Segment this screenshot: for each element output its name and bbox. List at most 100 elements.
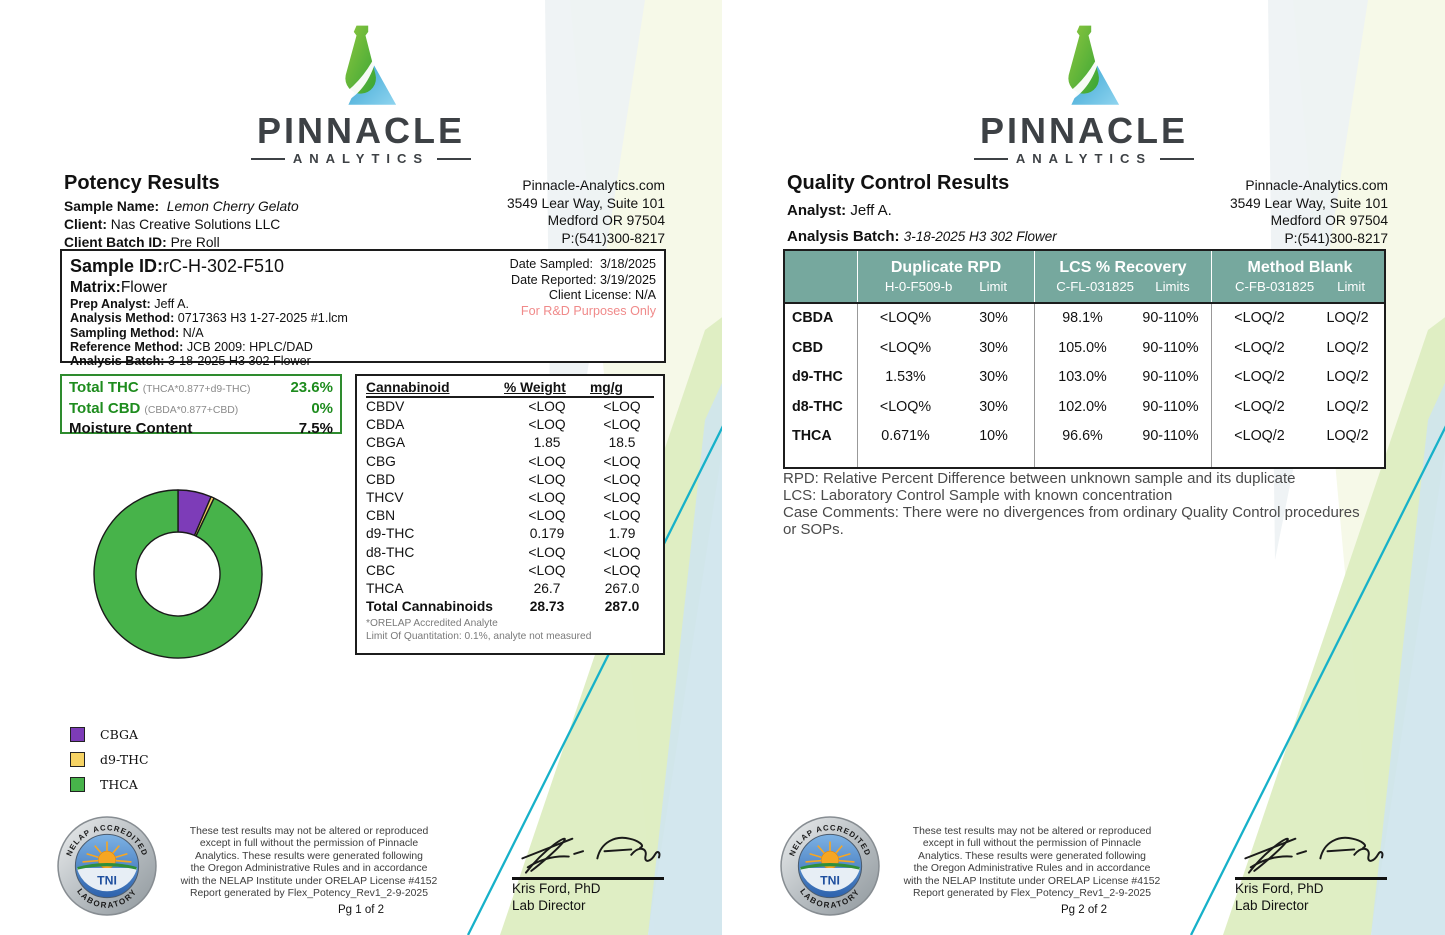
signature-block: Kris Ford, PhD Lab Director (512, 828, 672, 913)
lab-address1: 3549 Lear Way, Suite 101 (1230, 195, 1388, 211)
qc-group-lcs-recovery: LCS % Recovery C-FL-031825 Limits (1034, 251, 1211, 302)
date-reported-line: Date Reported: 3/19/2025 (511, 272, 656, 287)
brand-tagline: ANALYTICS (0, 151, 722, 166)
page-title: Quality Control Results (787, 172, 1010, 194)
table-row: THCV <LOQ <LOQ (366, 490, 641, 506)
table-row: CBDV <LOQ <LOQ (366, 399, 641, 414)
footnote-orelap: *ORELAP Accredited Analyte (366, 617, 498, 629)
prep-analyst-line: Prep Analyst: Jeff A. (70, 297, 189, 311)
disclaimer-line: except in full without the permission of… (922, 838, 1142, 850)
table-row: THCA 26.7 267.0 (366, 581, 640, 597)
qc-note-line: Case Comments: There were no divergences… (783, 504, 1360, 538)
table-row: d9-THC 1.53% 30% 103.0% 90-110% <LOQ/2 L… (785, 363, 1384, 393)
disclaimer-line: with the NELAP Institute under ORELAP Li… (180, 875, 438, 887)
client-batch-line: Client Batch ID: Pre Roll (64, 235, 220, 250)
signature-block: Kris Ford, PhD Lab Director (1235, 828, 1395, 913)
lab-phone: P:(541)300-8217 (561, 230, 665, 246)
table-row: CBD <LOQ <LOQ (366, 471, 641, 487)
table-row: CBC <LOQ <LOQ (366, 562, 641, 578)
disclaimer-line: with the NELAP Institute under ORELAP Li… (903, 875, 1161, 887)
background-decoration (466, 0, 722, 935)
legend-item-d9thc: d9-THC (70, 752, 149, 767)
brand-name: PINNACLE (256, 110, 465, 151)
flask-leaf-logo-icon (341, 25, 397, 105)
moisture-row: Moisture Content 7.5% (69, 420, 333, 437)
page-number: Pg 2 of 2 (1060, 904, 1108, 916)
table-row: CBN <LOQ <LOQ (366, 508, 641, 524)
disclaimer-line: except in full without the permission of… (199, 838, 419, 850)
disclaimer-text: These test results may not be altered or… (871, 826, 1193, 900)
sample-info-box: Sample ID:rC-H-302-F510 Matrix:Flower Pr… (60, 249, 666, 368)
table-row: CBDA <LOQ <LOQ (366, 417, 641, 433)
disclaimer-line: Analytics. These results were generated … (195, 850, 423, 862)
disclaimer-text: These test results may not be altered or… (148, 826, 470, 900)
disclaimer-line: Analytics. These results were generated … (918, 850, 1146, 862)
brand-name: PINNACLE (979, 110, 1188, 151)
analysis-batch-line: Analysis Batch: 3-18-2025 H3 302 Flower (70, 354, 311, 369)
legend-swatch-cbga (70, 727, 85, 742)
lab-website: Pinnacle-Analytics.com (1245, 178, 1388, 193)
signer-title: Lab Director (1235, 897, 1309, 913)
table-row: CBDA <LOQ% 30% 98.1% 90-110% <LOQ/2 LOQ/… (785, 304, 1384, 334)
signature-scribble (521, 836, 661, 874)
signature-scribble (1244, 836, 1384, 874)
seal-tni-text: TNI (820, 873, 840, 887)
page-number: Pg 1 of 2 (337, 904, 385, 916)
sample-name-line: Sample Name: Lemon Cherry Gelato (64, 199, 299, 214)
table-row: CBGA 1.85 18.5 (366, 435, 636, 451)
signer-name: Kris Ford, PhD (512, 881, 601, 896)
brand-tagline: ANALYTICS (723, 151, 1445, 166)
lab-website: Pinnacle-Analytics.com (522, 178, 665, 193)
sample-id-line: Sample ID:rC-H-302-F510 (70, 256, 285, 276)
table-row: d8-THC <LOQ% 30% 102.0% 90-110% <LOQ/2 L… (785, 392, 1384, 422)
qc-group-duplicate-rpd: Duplicate RPD H-0-F509-b Limit (857, 251, 1034, 302)
disclaimer-line: the Oregon Administrative Rules and in a… (190, 863, 428, 875)
seal-tni-text: TNI (97, 873, 117, 887)
nelap-accreditation-seal: TNI NELAP ACCREDITED LABORATORY (780, 816, 880, 916)
matrix-line: Matrix:Flower (70, 279, 168, 296)
lab-address-block: Pinnacle-Analytics.com 3549 Lear Way, Su… (1230, 177, 1388, 247)
signer-name: Kris Ford, PhD (1235, 881, 1324, 896)
legend-swatch-d9thc (70, 752, 85, 767)
report-header: Potency Results Sample Name: Lemon Cherr… (64, 172, 299, 252)
disclaimer-line: the Oregon Administrative Rules and in a… (913, 863, 1151, 875)
table-row: d9-THC 0.179 1.79 (366, 526, 636, 542)
qc-group-method-blank: Method Blank C-FB-031825 Limit (1211, 251, 1388, 302)
page-quality-control-results: PINNACLE ANALYTICS Quality Control Resul… (723, 0, 1445, 935)
analyst-line: Analyst: Jeff A. (787, 202, 892, 219)
disclaimer-line: These test results may not be altered or… (189, 826, 429, 837)
lab-address2: Medford OR 97504 (547, 213, 665, 228)
analysis-batch-line: Analysis Batch: 3-18-2025 H3 302 Flower (787, 228, 1057, 245)
table-row: d8-THC <LOQ <LOQ (366, 544, 641, 560)
totals-box: Total THC (THCA*0.877+d9-THC) 23.6% Tota… (60, 374, 342, 437)
total-cbd-row: Total CBD (CBDA*0.877+CBD) 0% (69, 399, 333, 417)
donut-slice-THCA (93, 489, 263, 659)
lab-address-block: Pinnacle-Analytics.com 3549 Lear Way, Su… (507, 177, 665, 247)
legend-item-thca: THCA (70, 777, 149, 792)
qc-note-line: LCS: Laboratory Control Sample with know… (783, 487, 1173, 504)
total-cannabinoids-row: Total Cannabinoids 28.73 287.0 (366, 599, 640, 615)
lab-address1: 3549 Lear Way, Suite 101 (507, 195, 665, 211)
decor-diagonal-line (466, 425, 722, 935)
client-line: Client: Nas Creative Solutions LLC (64, 217, 281, 232)
donut-chart-svg (93, 489, 263, 659)
disclaimer-line: Report generated by Flex_Potency_Rev1_2-… (190, 888, 428, 900)
chart-legend: CBGA d9-THC THCA (70, 727, 149, 802)
signer-title: Lab Director (512, 897, 586, 913)
quality-control-table: Duplicate RPD H-0-F509-b Limit LCS % Reco… (783, 249, 1386, 469)
page-potency-results: PINNACLE ANALYTICS Potency Results Sampl… (0, 0, 722, 935)
footnote-loq: Limit Of Quantitation: 0.1%, analyte not… (366, 631, 592, 643)
table-row: CBG <LOQ <LOQ (366, 453, 641, 469)
reference-method-line: Reference Method: JCB 2009: HPLC/DAD (70, 339, 313, 354)
cannabinoid-table-header: Cannabinoid % Weight mg/g (366, 380, 654, 398)
qc-note-line: RPD: Relative Percent Difference between… (783, 470, 1296, 487)
qc-notes: RPD: Relative Percent Difference between… (783, 470, 1363, 538)
sampling-method-line: Sampling Method: N/A (70, 325, 204, 340)
rd-purposes-note: For R&D Purposes Only (520, 303, 656, 318)
analysis-method-line: Analysis Method: 0717363 H3 1-27-2025 #1… (70, 311, 348, 326)
legend-swatch-thca (70, 777, 85, 792)
cannabinoid-rows: CBDV <LOQ <LOQ CBDA <LOQ <LOQ CBGA 1.85 … (366, 398, 654, 598)
page-title: Potency Results (64, 172, 220, 194)
lab-phone: P:(541)300-8217 (1284, 230, 1388, 246)
flask-leaf-logo-icon (1064, 25, 1120, 105)
